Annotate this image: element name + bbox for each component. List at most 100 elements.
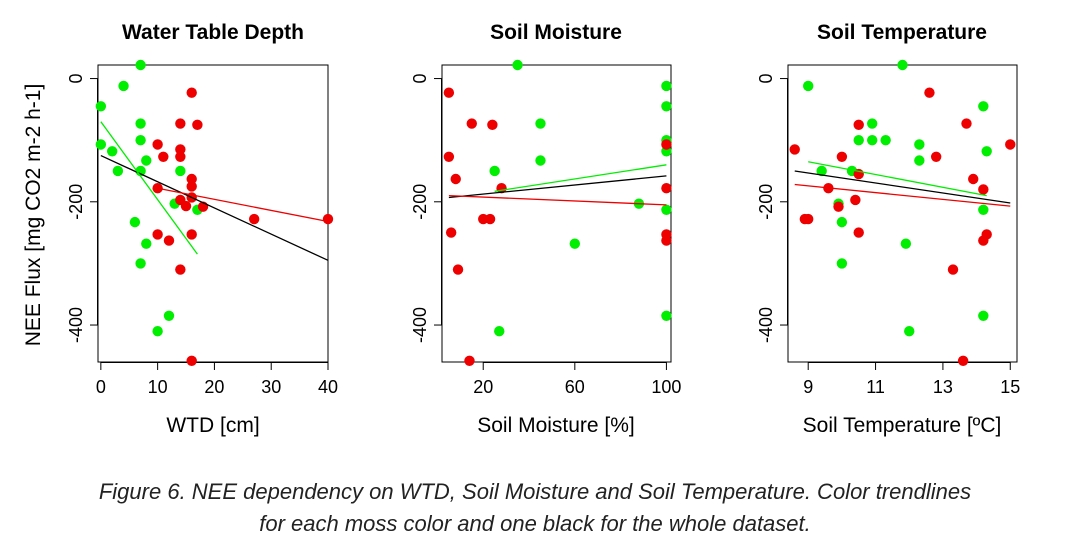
green-point: [135, 118, 146, 129]
green-point: [904, 325, 915, 337]
red-point: [186, 181, 197, 192]
red-point: [175, 151, 186, 163]
figure-svg: NEE Flux [mg CO2 m-2 h-1] Water Table De…: [22, 21, 1020, 437]
black-trendline: [794, 170, 1011, 204]
caption-line-1: Figure 6. NEE dependency on WTD, Soil Mo…: [98, 479, 972, 504]
green-point: [535, 155, 546, 166]
y-tick-label: 0: [410, 74, 430, 84]
green-trendline: [100, 121, 198, 255]
green-point: [978, 204, 989, 216]
x-tick-label: 60: [565, 377, 585, 397]
green-point: [141, 238, 152, 249]
x-tick-label: 0: [96, 377, 106, 397]
red-point: [163, 235, 175, 246]
red-point: [957, 355, 969, 366]
red-point: [789, 144, 800, 155]
figure-caption: Figure 6. NEE dependency on WTD, Soil Mo…: [0, 476, 1070, 540]
red-point: [968, 173, 979, 185]
red-point: [445, 227, 457, 238]
red-point: [661, 235, 672, 246]
y-tick-label: 0: [756, 74, 776, 84]
green-point: [175, 165, 186, 177]
green-point: [95, 101, 107, 112]
red-point: [248, 213, 260, 225]
red-point: [152, 139, 163, 150]
green-point: [661, 80, 672, 92]
green-point: [836, 258, 848, 269]
red-trendline: [448, 194, 667, 206]
red-point: [981, 229, 992, 240]
green-point: [112, 165, 124, 177]
black-trendline: [448, 175, 667, 199]
green-point: [163, 310, 175, 321]
green-trendline: [494, 164, 667, 192]
red-trendline: [794, 183, 1011, 207]
red-point: [947, 264, 959, 275]
red-point: [186, 87, 197, 98]
green-point: [803, 80, 814, 92]
y-tick-label: -200: [66, 184, 86, 220]
green-point: [853, 134, 864, 146]
x-tick-label: 40: [318, 377, 338, 397]
green-point: [866, 134, 878, 146]
green-point: [489, 165, 500, 177]
x-axis-label: Soil Moisture [%]: [477, 414, 635, 437]
red-point: [484, 213, 496, 225]
panel-soil-moisture: Soil Moisture Soil Moisture [%] 20 60 100 0…: [410, 21, 681, 437]
y-axis-label: NEE Flux [mg CO2 m-2 h-1]: [22, 84, 45, 347]
red-point: [175, 118, 186, 129]
red-point: [466, 118, 477, 129]
red-point: [186, 173, 197, 185]
red-point: [487, 119, 498, 130]
green-point: [106, 146, 118, 157]
red-point: [175, 144, 186, 155]
chart-title: Soil Temperature: [817, 21, 987, 44]
green-point: [129, 216, 141, 228]
y-tick-label: -400: [410, 307, 430, 343]
red-point: [961, 118, 972, 129]
red-point: [924, 87, 935, 98]
red-point: [322, 213, 334, 225]
red-point: [853, 227, 864, 238]
y-tick-label: 0: [66, 74, 86, 84]
red-trendline: [157, 187, 329, 223]
red-point: [661, 139, 672, 150]
x-tick-label: 10: [148, 377, 168, 397]
plot-frame: [441, 64, 672, 363]
green-point: [512, 59, 523, 71]
green-point: [661, 310, 672, 321]
x-axis-label: WTD [cm]: [166, 414, 259, 437]
plot-frame: [97, 64, 329, 363]
black-trendline: [100, 154, 329, 261]
green-point: [981, 146, 992, 157]
red-point: [978, 184, 989, 195]
red-point: [464, 355, 475, 366]
x-axis-label: Soil Temperature [ºC]: [803, 414, 1002, 437]
green-point: [880, 134, 891, 146]
red-point: [661, 183, 672, 194]
green-point: [978, 310, 989, 321]
green-point: [118, 80, 129, 92]
x-tick-label: 20: [473, 377, 493, 397]
green-point: [535, 118, 546, 129]
red-point: [836, 151, 848, 163]
y-tick-label: -200: [410, 184, 430, 220]
green-point: [95, 139, 107, 150]
y-tick-label: -400: [756, 307, 776, 343]
x-tick-label: 15: [1000, 377, 1020, 397]
green-point: [914, 155, 925, 166]
x-tick-label: 13: [933, 377, 953, 397]
x-tick-label: 100: [651, 377, 681, 397]
x-tick-label: 9: [803, 377, 813, 397]
y-tick-label: -400: [66, 307, 86, 343]
red-point: [803, 213, 814, 225]
green-point: [661, 101, 672, 112]
y-tick-label: -200: [756, 184, 776, 220]
green-point: [897, 59, 908, 71]
chart-title: Water Table Depth: [122, 21, 304, 44]
green-point: [494, 325, 505, 337]
red-point: [180, 200, 192, 212]
red-point: [450, 173, 461, 185]
x-tick-label: 11: [866, 377, 885, 397]
panel-water-table-depth: Water Table Depth WTD [cm] 0 10 20 30 40 0 -20…: [66, 21, 338, 437]
